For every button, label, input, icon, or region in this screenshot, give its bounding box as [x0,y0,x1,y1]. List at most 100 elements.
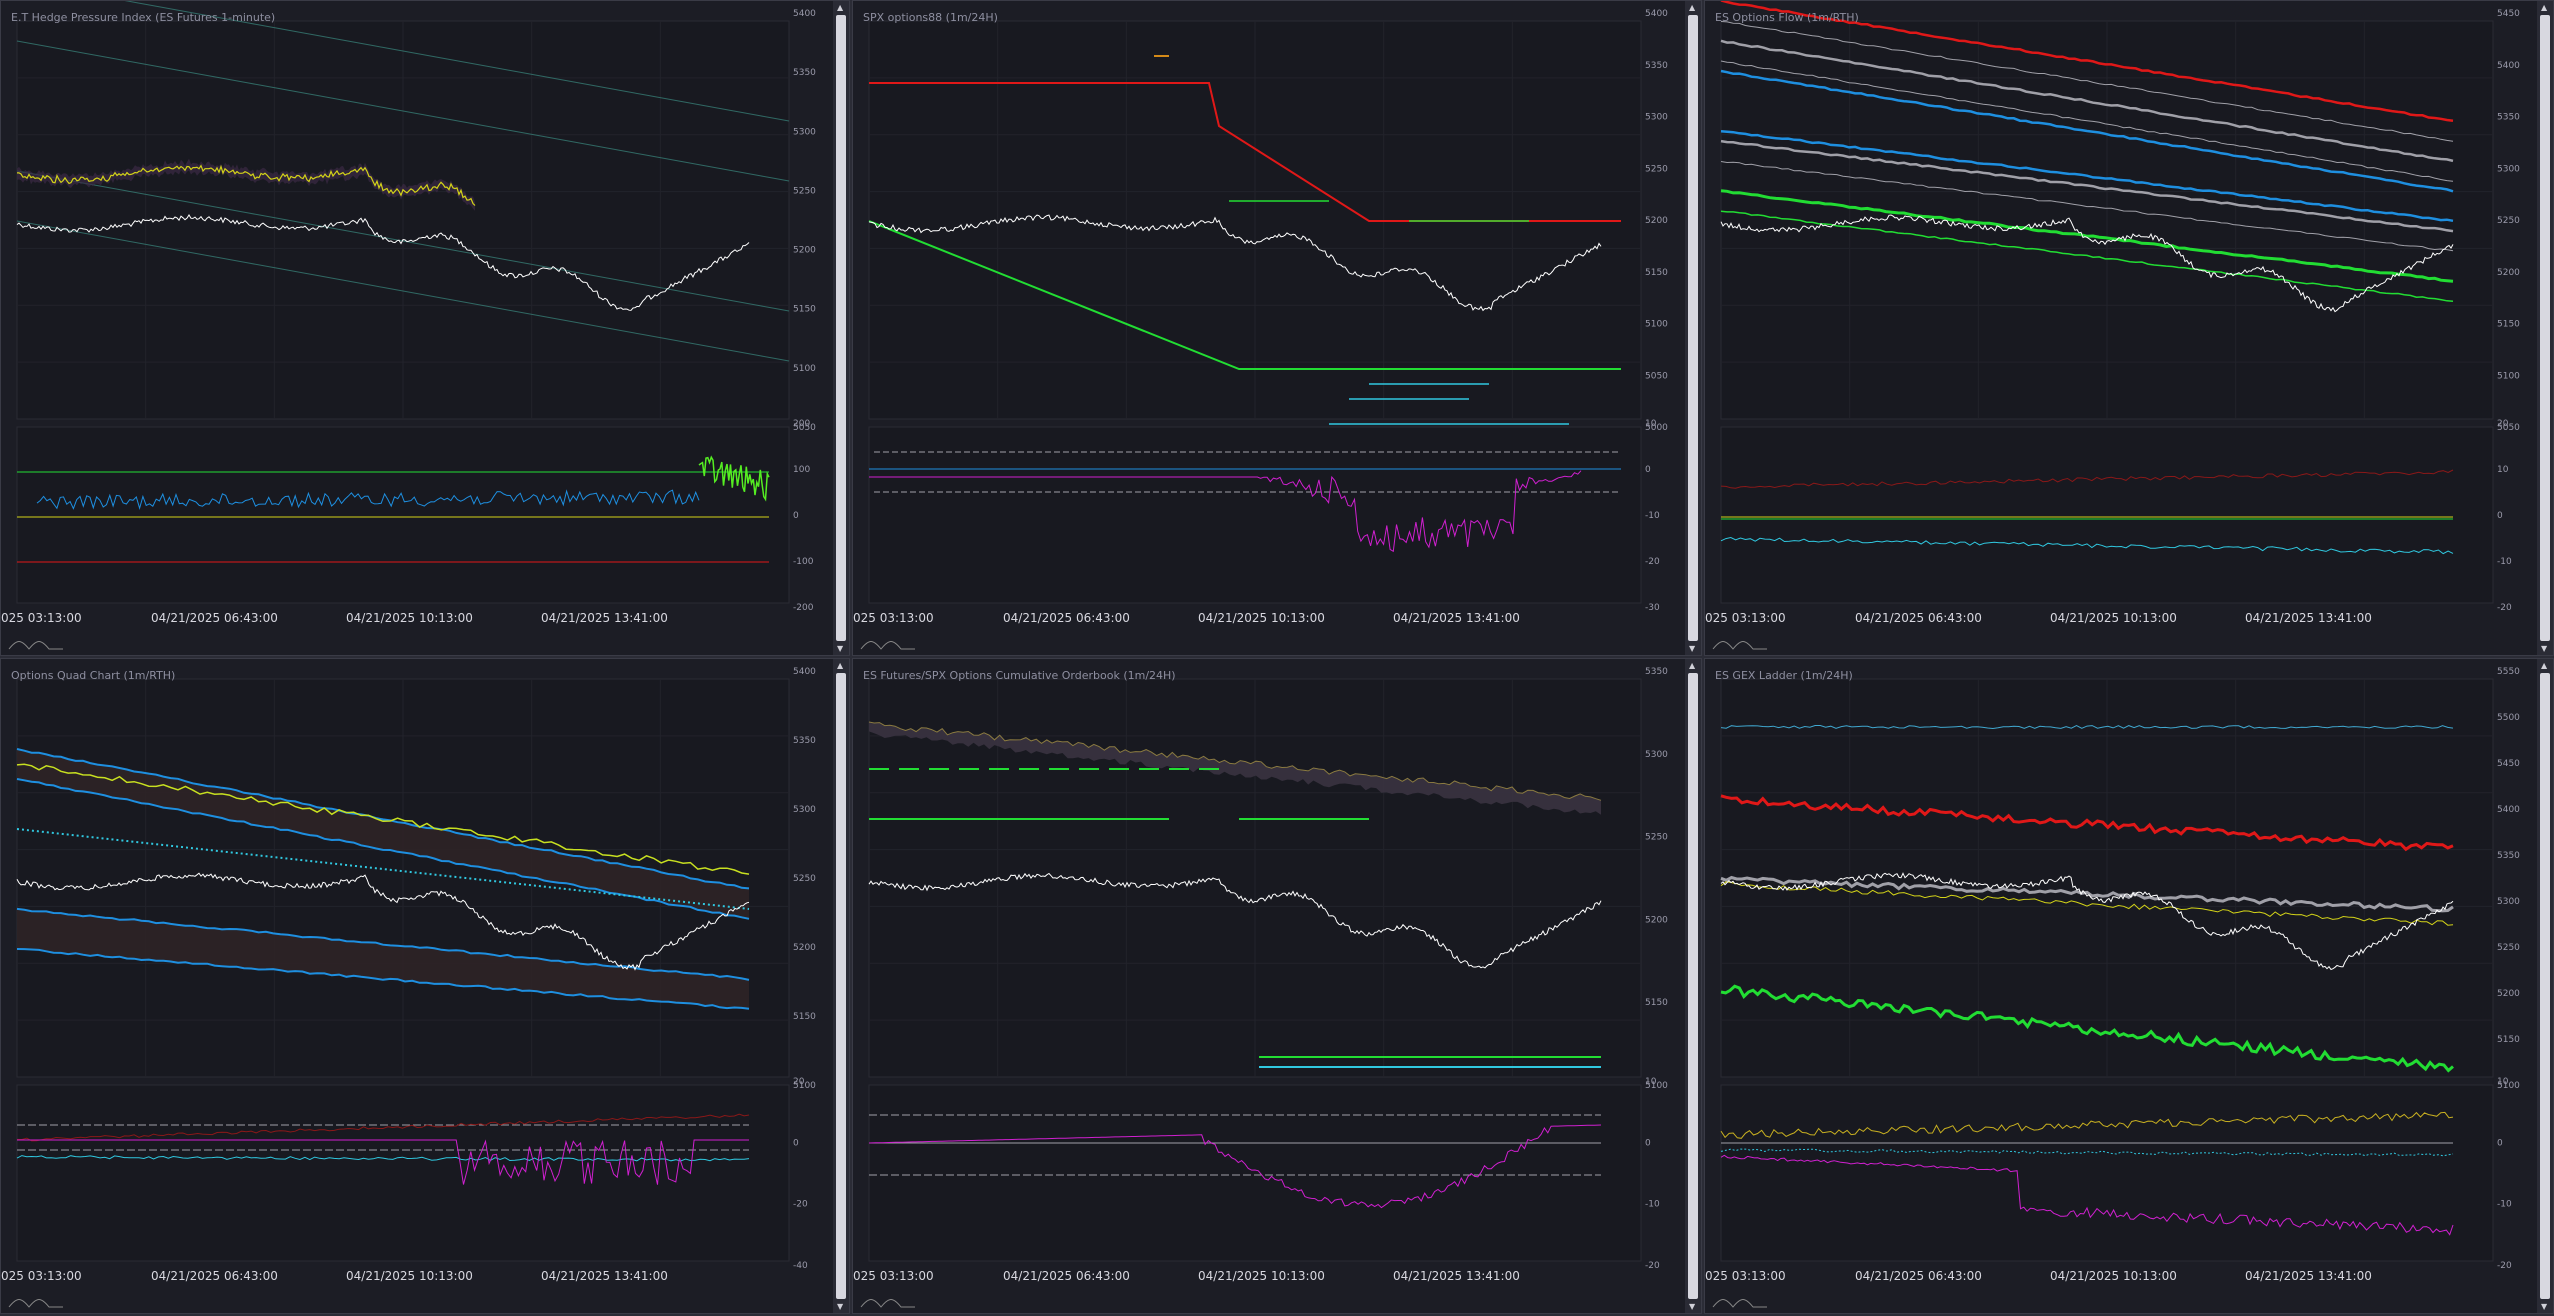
scroll-up-icon[interactable]: ▲ [837,661,844,670]
band-line [1720,21,2454,142]
y-tick-label: -20 [793,1200,808,1210]
scrollbar-thumb[interactable] [836,673,846,1299]
y-tick-label: 5200 [2497,268,2520,278]
chart-panel-p3[interactable]: 5450 5400 5350 5300 5250 5200 5150 5100 5050 20 10… [1704,0,2554,656]
band-line [868,721,1602,801]
vertical-scrollbar[interactable]: ▲ ▼ [833,1,849,655]
y-tick-label: 5250 [793,186,816,196]
vertical-scrollbar[interactable]: ▲ ▼ [2537,1,2553,655]
y-tick-label: 5000 [1645,423,1668,433]
sub-line [16,1113,750,1142]
blue-band-line [16,948,750,1010]
y-tick-label: 200 [793,419,810,429]
scroll-up-icon[interactable]: ▲ [2541,3,2548,12]
vertical-scrollbar[interactable]: ▲ ▼ [1685,1,1701,655]
y-tick-label: 5450 [2497,9,2520,19]
band-area [17,749,749,919]
scrollbar-thumb[interactable] [2540,673,2550,1299]
y-tick-label: 0 [793,1138,799,1148]
chart-panel-p5[interactable]: 5350 5300 5250 5200 5150 5100 10 0 -10 -20 ES Futu… [852,658,1702,1314]
y-tick-label: -30 [1645,603,1660,613]
y-tick-label: 5050 [2497,423,2520,433]
band-line [1720,39,2454,163]
x-time-label: 04/21/2025 13:41:00 [1393,1269,1520,1283]
scrollbar-thumb[interactable] [836,15,846,641]
band-line [1720,1,2454,123]
x-time-label: 04/21/2025 10:13:00 [1198,611,1325,625]
scrollbar-thumb[interactable] [1688,673,1698,1299]
y-tick-label: 5400 [2497,805,2520,815]
x-time-label: 025 03:13:00 [1705,1269,1786,1283]
x-time-label: 025 03:13:00 [853,1269,934,1283]
oscillator-line [17,1139,749,1185]
band-line [1720,129,2454,223]
x-time-label: 04/21/2025 13:41:00 [2245,1269,2372,1283]
band-line [1720,189,2454,283]
x-time-label: 025 03:13:00 [853,611,934,625]
oscillator-line [868,1124,1602,1209]
vertical-scrollbar[interactable]: ▲ ▼ [2537,659,2553,1313]
y-tick-label: 5250 [2497,216,2520,226]
scroll-up-icon[interactable]: ▲ [2541,661,2548,670]
vertical-scrollbar[interactable]: ▲ ▼ [1685,659,1701,1313]
y-tick-label: 5350 [1645,61,1668,71]
red-gex-line [1720,794,2454,852]
chart-title: Options Quad Chart (1m/RTH) [11,669,176,682]
y-tick-label: 5250 [793,874,816,884]
chart-panel-p2[interactable]: 5400 5350 5300 5250 5200 5150 5100 5050 5000 10 0 -… [852,0,1702,656]
chart-panel-p6[interactable]: 5550 5500 5450 5400 5350 5300 5250 5200 5150 5100… [1704,658,2554,1314]
y-tick-label: 0 [2497,511,2503,521]
y-tick-label: -20 [2497,1261,2512,1271]
band-line [1720,161,2454,252]
y-tick-label: 0 [793,511,799,521]
y-tick-label: 5200 [1645,216,1668,226]
y-tick-label: -100 [793,557,814,567]
x-time-label: 04/21/2025 06:43:00 [1003,1269,1130,1283]
chart-title: E.T Hedge Pressure Index (ES Futures 1-m… [11,11,276,24]
channel-line [16,170,790,312]
band-line [1720,60,2454,182]
band-area [17,158,475,211]
y-tick-label: 20 [2497,419,2509,429]
scrollbar-thumb[interactable] [1688,15,1698,641]
chart-panel-p4[interactable]: 5400 5350 5300 5250 5200 5150 5100 20 0 -20 -40 Opt… [0,658,850,1314]
channel-line [124,1,790,122]
chart-panel-p1[interactable]: 5400 5350 5300 5250 5200 5150 5100 5050 200 100 0 -… [0,0,850,656]
vertical-scrollbar[interactable]: ▲ ▼ [833,659,849,1313]
scroll-up-icon[interactable]: ▲ [837,3,844,12]
y-tick-label: 5100 [793,1081,816,1091]
y-tick-label: 5350 [2497,113,2520,123]
y-tick-label: 0 [1645,465,1651,475]
price-line [16,872,750,971]
green-gex-line [1720,984,2454,1073]
scroll-down-icon[interactable]: ▼ [2541,644,2548,653]
y-tick-label: 5200 [1645,915,1668,925]
scroll-up-icon[interactable]: ▲ [1689,661,1696,670]
sub-plot-area [1720,426,2494,604]
scroll-down-icon[interactable]: ▼ [1689,644,1696,653]
brand-logo-icon [860,641,915,650]
chart-title: SPX options88 (1m/24H) [863,11,998,24]
brand-logo-icon [860,1299,915,1308]
y-tick-label: 100 [793,465,810,475]
scroll-down-icon[interactable]: ▼ [2541,1302,2548,1311]
y-tick-label: 5400 [793,9,816,19]
y-tick-label: -10 [1645,1200,1660,1210]
y-tick-label: 10 [1645,1077,1657,1087]
channel-line [16,40,790,182]
x-time-label: 04/21/2025 10:13:00 [2050,1269,2177,1283]
band-line [1720,210,2454,302]
y-tick-label: 5100 [1645,1081,1668,1091]
x-time-label: 04/21/2025 06:43:00 [1003,611,1130,625]
yellow-line [16,763,750,875]
scrollbar-thumb[interactable] [2540,15,2550,641]
scroll-down-icon[interactable]: ▼ [1689,1302,1696,1311]
y-tick-label: 5400 [2497,61,2520,71]
y-tick-label: 20 [793,1077,805,1087]
price-line [16,214,750,311]
scroll-up-icon[interactable]: ▲ [1689,3,1696,12]
scroll-down-icon[interactable]: ▼ [837,644,844,653]
scroll-down-icon[interactable]: ▼ [837,1302,844,1311]
